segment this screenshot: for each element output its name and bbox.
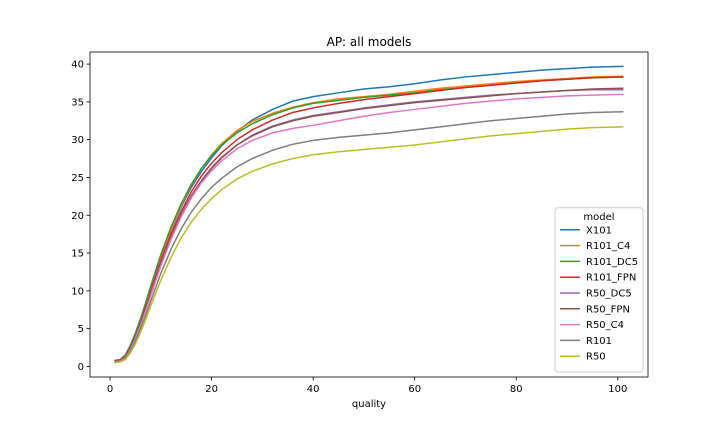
legend-label-r101-fpn: R101_FPN	[586, 273, 636, 284]
y-tick-label: 5	[78, 324, 84, 335]
legend-label-r50-c4: R50_C4	[586, 320, 624, 331]
y-tick-label: 10	[71, 286, 84, 297]
series-line-r101	[114, 110, 624, 363]
series-layer	[114, 65, 624, 364]
y-tick-label: 40	[71, 60, 84, 71]
legend-label-r101-c4: R101_C4	[586, 241, 630, 252]
legend-label-r50: R50	[586, 352, 606, 363]
y-tick-label: 20	[71, 211, 84, 222]
series-line-r50-c4	[114, 93, 624, 363]
y-tick-label: 0	[78, 362, 84, 373]
legend: model X101 R101_C4 R101_DC5 R101_FPN R50_DC5 R…	[554, 207, 644, 373]
legend-box	[554, 207, 644, 373]
y-tick-label: 30	[71, 135, 84, 146]
x-tick-label: 20	[205, 384, 218, 395]
x-tick-label: 60	[408, 384, 421, 395]
legend-title: model	[583, 212, 614, 223]
x-tick-label: 100	[608, 384, 627, 395]
legend-label-r50-dc5: R50_DC5	[586, 289, 632, 300]
series-line-r50	[114, 126, 624, 364]
plot-frame	[89, 51, 649, 378]
y-axis: 0 5 10 15 20 25 30 35 40	[71, 60, 90, 373]
legend-label-r101-dc5: R101_DC5	[586, 257, 638, 268]
x-axis-title: quality	[352, 399, 386, 410]
legend-label-r50-fpn: R50_FPN	[586, 304, 630, 315]
x-axis: 0 20 40 60 80 100	[107, 377, 627, 395]
legend-label-x101: X101	[586, 225, 612, 236]
y-tick-label: 15	[71, 249, 84, 260]
x-tick-label: 80	[510, 384, 523, 395]
x-tick-label: 0	[107, 384, 113, 395]
legend-label-r101: R101	[586, 336, 612, 347]
y-tick-label: 35	[71, 97, 84, 108]
y-tick-label: 25	[71, 173, 84, 184]
x-tick-label: 40	[307, 384, 320, 395]
chart-title: AP: all models	[327, 35, 412, 49]
